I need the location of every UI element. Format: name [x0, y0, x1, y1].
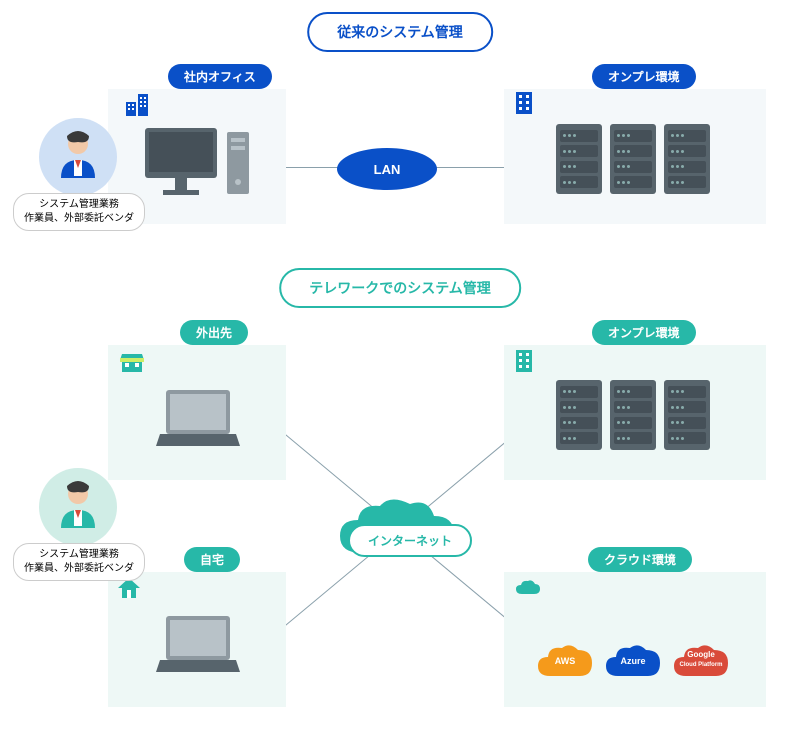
cloud-providers: AWS Azure Google Cloud Platform [536, 636, 730, 685]
gcp-label-1: Google [687, 650, 715, 659]
internet-label: インターネット [348, 524, 472, 557]
provider-azure: Azure [604, 636, 662, 685]
buildings-icon [126, 94, 156, 116]
avatar-2-caption: システム管理業務作業員、外部委託ベンダ [13, 543, 145, 581]
home-badge: 自宅 [184, 547, 240, 572]
caption-l1: システム管理業務 [39, 199, 119, 210]
caption-l2: 作業員、外部委託ベンダ [24, 213, 134, 224]
lan-node: LAN [337, 148, 437, 190]
server-icon [664, 124, 710, 194]
servers-2 [556, 380, 710, 450]
server-icon [664, 380, 710, 450]
avatar-1-caption: システム管理業務作業員、外部委託ベンダ [13, 193, 145, 231]
avatar-2-icon [49, 478, 107, 536]
cloud-small-icon [516, 580, 540, 596]
onprem-badge-2: オンプレ環境 [592, 320, 696, 345]
caption2-l1: システム管理業務 [39, 549, 119, 560]
server-icon [556, 380, 602, 450]
server-icon [556, 124, 602, 194]
building-icon-1 [516, 92, 532, 114]
laptop-icon-1 [156, 390, 240, 452]
azure-label: Azure [604, 656, 662, 666]
shop-icon [120, 352, 144, 372]
aws-label: AWS [536, 656, 594, 666]
onprem-badge-1: オンプレ環境 [592, 64, 696, 89]
provider-gcp: Google Cloud Platform [672, 636, 730, 685]
office-badge: 社内オフィス [168, 64, 272, 89]
servers-1 [556, 124, 710, 194]
server-icon [610, 380, 656, 450]
gcp-label-2: Cloud Platform [680, 662, 723, 668]
desktop-icon [145, 128, 255, 208]
cloud-badge: クラウド環境 [588, 547, 692, 572]
building-icon-2 [516, 350, 532, 372]
caption2-l2: 作業員、外部委託ベンダ [24, 563, 134, 574]
provider-aws: AWS [536, 636, 594, 685]
house-icon [118, 578, 140, 598]
section1-title: 従来のシステム管理 [307, 12, 493, 52]
avatar-1-icon [49, 128, 107, 186]
section2-title: テレワークでのシステム管理 [279, 268, 521, 308]
laptop-icon-2 [156, 616, 240, 678]
server-icon [610, 124, 656, 194]
out-badge: 外出先 [180, 320, 248, 345]
